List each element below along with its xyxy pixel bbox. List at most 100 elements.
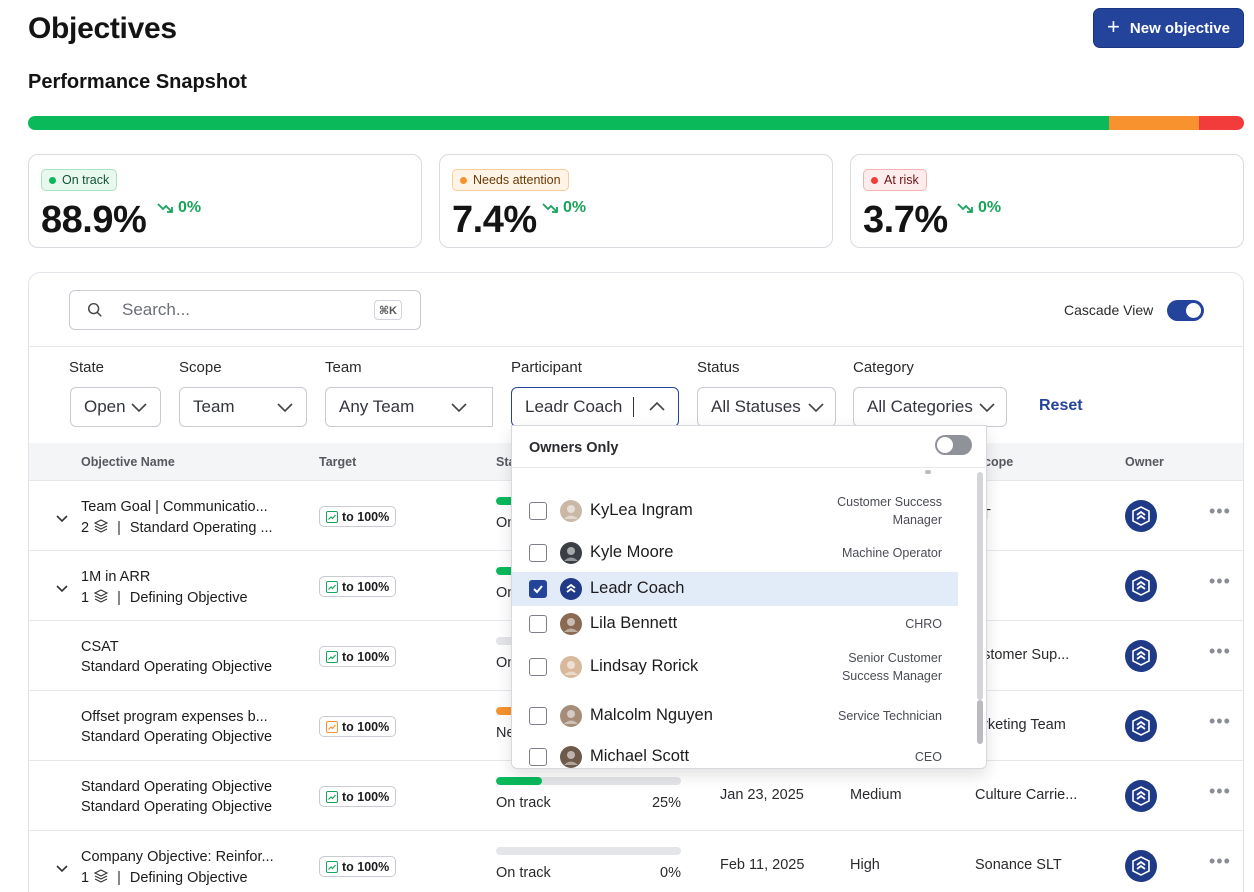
expand-chevron-icon[interactable] [55, 581, 69, 599]
status-filter-label: Status [697, 359, 740, 376]
owner-avatar[interactable] [1125, 710, 1157, 742]
reset-filters-link[interactable]: Reset [1039, 397, 1083, 414]
status-dot-icon [460, 176, 467, 184]
more-options-icon[interactable]: ••• [1209, 711, 1231, 731]
more-options-icon[interactable]: ••• [1209, 501, 1231, 521]
scope-filter-select[interactable]: Team [179, 387, 307, 427]
type-separator: | [117, 590, 121, 606]
target-pill: to 100% [319, 856, 397, 877]
more-options-icon[interactable]: ••• [1209, 781, 1231, 801]
table-row[interactable]: Company Objective: Reinfor... 1 | Defining … [29, 831, 1243, 892]
trend-up-icon [326, 580, 338, 593]
layers-icon [93, 519, 109, 537]
snapshot-percentage: 3.7% [863, 199, 948, 241]
more-options-icon[interactable]: ••• [1209, 571, 1231, 591]
trend-up-icon [326, 650, 338, 663]
leadr-logo-icon [1132, 716, 1150, 736]
participant-checkbox[interactable] [529, 615, 547, 633]
owner-avatar[interactable] [1125, 500, 1157, 532]
participant-checkbox[interactable] [529, 658, 547, 676]
more-options-icon[interactable]: ••• [1209, 851, 1231, 871]
objective-name[interactable]: CSAT [81, 639, 119, 655]
participant-option[interactable]: Leadr Coach [512, 572, 958, 606]
chevron-down-icon [277, 403, 293, 413]
layers-icon [93, 869, 109, 887]
objective-name[interactable]: Team Goal | Communicatio... [81, 499, 268, 515]
objective-type-label: Standard Operating Objective [81, 729, 273, 745]
category-filter-label: Category [853, 359, 914, 376]
team-filter-select[interactable]: Any Team [325, 387, 493, 427]
scrollbar-thumb[interactable] [977, 700, 983, 744]
participant-name: Leadr Coach [590, 579, 685, 597]
scrollbar-track[interactable] [977, 472, 983, 700]
team-filter-label: Team [325, 359, 362, 376]
team-filter-value: Any Team [339, 397, 415, 416]
cascade-view-toggle[interactable] [1167, 300, 1204, 321]
owners-only-toggle[interactable] [935, 435, 972, 455]
snapshot-delta-value: 0% [978, 199, 1002, 216]
participant-name: Lila Bennett [590, 614, 678, 632]
chevron-down-icon [131, 403, 147, 413]
owner-avatar[interactable] [1125, 570, 1157, 602]
expand-chevron-icon[interactable] [55, 511, 69, 529]
owners-only-row: Owners Only [512, 426, 986, 468]
trend-up-icon [326, 790, 338, 803]
chevron-down-icon [979, 403, 995, 413]
column-status[interactable]: Sta [496, 455, 516, 469]
participant-checkbox[interactable] [529, 502, 547, 520]
participant-option[interactable]: KyLea Ingram Customer Success Manager [512, 476, 958, 536]
status-text: On track [496, 865, 551, 881]
objective-type: Standard Operating Objective [81, 659, 272, 675]
status-dot-icon [49, 176, 56, 184]
leadr-logo-icon [1132, 646, 1150, 666]
new-objective-button[interactable]: + New objective [1093, 8, 1244, 48]
participant-checkbox[interactable] [529, 748, 547, 766]
owner-avatar[interactable] [1125, 640, 1157, 672]
column-owner[interactable]: Owner [1125, 455, 1164, 469]
column-objective-name[interactable]: Objective Name [81, 455, 175, 469]
snapshot-card: At risk 3.7% 0% [850, 154, 1244, 248]
state-filter-select[interactable]: Open [70, 387, 161, 427]
status-text: On [496, 655, 516, 671]
objective-name[interactable]: 1M in ARR [81, 569, 151, 585]
progress-bar [496, 777, 681, 785]
participant-avatar [560, 705, 582, 727]
more-options-icon[interactable]: ••• [1209, 641, 1231, 661]
status-filter-select[interactable]: All Statuses [697, 387, 836, 427]
participant-checkbox[interactable] [529, 580, 547, 598]
participant-option[interactable]: Malcolm Nguyen Service Technician [512, 692, 958, 740]
column-target[interactable]: Target [319, 455, 357, 469]
objective-type-label: Standard Operating Objective [81, 799, 273, 815]
participant-option[interactable]: Lindsay Rorick Senior Customer Success Ma… [512, 642, 958, 692]
chevron-down-icon [451, 403, 467, 413]
performance-bar [28, 116, 1244, 130]
search-input[interactable]: Search... [122, 300, 191, 319]
participant-option[interactable]: Kyle Moore Machine Operator [512, 536, 958, 570]
participant-option[interactable]: Lila Bennett CHRO [512, 606, 958, 642]
snapshot-percentage: 88.9% [41, 199, 147, 241]
column-scope[interactable]: cope [984, 455, 1014, 469]
snapshot-title: Performance Snapshot [28, 71, 247, 93]
clipped-row-fragment [925, 470, 931, 474]
participant-option[interactable]: Michael Scott CEO [512, 740, 958, 768]
progress-fill [496, 567, 515, 575]
objective-name[interactable]: Company Objective: Reinfor... [81, 849, 274, 865]
target-pill: to 100% [319, 646, 397, 667]
participant-checkbox[interactable] [529, 544, 547, 562]
objective-type: 2 | Standard Operating ... [81, 519, 273, 537]
participant-checkbox[interactable] [529, 707, 547, 725]
status-text: On [496, 585, 516, 601]
objective-type-label: Defining Objective [129, 870, 248, 886]
search-box[interactable]: Search... ⌘K [69, 290, 421, 330]
objective-name[interactable]: Offset program expenses b... [81, 709, 268, 725]
expand-chevron-icon[interactable] [55, 861, 69, 879]
participant-filter-select[interactable]: Leadr Coach [511, 387, 679, 427]
table-row[interactable]: Standard Operating Objective Standard Ope… [29, 761, 1243, 831]
category-filter-select[interactable]: All Categories [853, 387, 1007, 427]
target-value: to 100% [342, 789, 390, 804]
scope-filter-value: Team [193, 397, 235, 416]
owner-avatar[interactable] [1125, 780, 1157, 812]
objective-name[interactable]: Standard Operating Objective [81, 779, 273, 795]
state-filter-value: Open [84, 397, 126, 416]
owner-avatar[interactable] [1125, 850, 1157, 882]
